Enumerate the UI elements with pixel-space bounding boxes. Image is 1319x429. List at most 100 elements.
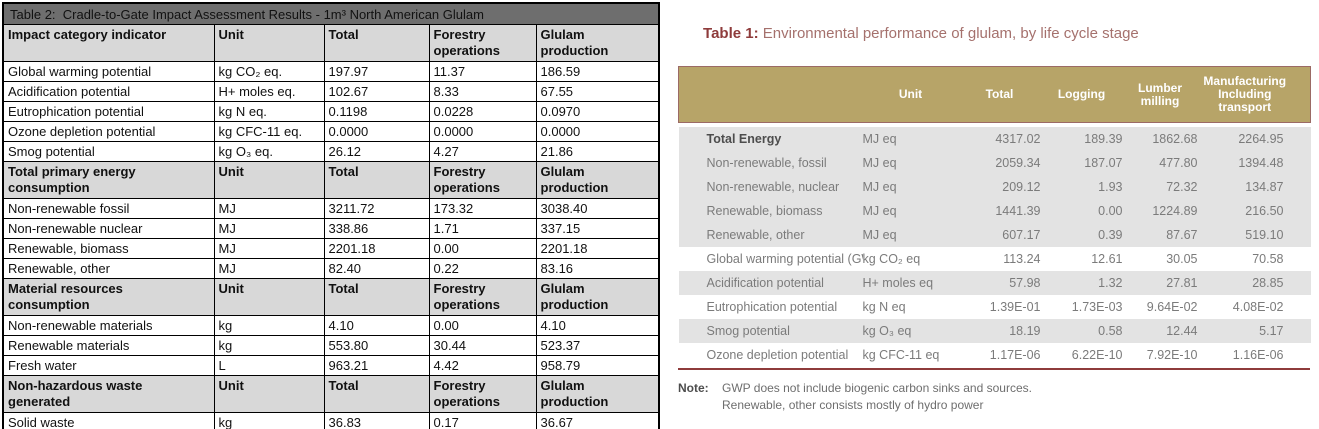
glulam-value-cell: 0.0000 [535,121,660,142]
total-value-cell: 4317.02 [958,127,1041,151]
row-label-cell: Eutrophication potential [2,101,215,122]
table2-title: Table 2: Cradle-to-Gate Impact Assessmen… [2,2,660,25]
logging-value-cell: 12.61 [1091,252,1123,266]
table-row: Non-renewable nuclear MJ 338.86 1.71 337.15 [2,218,660,239]
manufacturing-value-cell: 5.17 [1197,319,1311,343]
lumber-milling-value-cell: 30.05 [1166,252,1198,266]
forestry-value-cell: 1.71 [428,218,537,239]
column-header-cell: Logging [1040,66,1123,123]
unit-cell: MJ eq [862,151,959,175]
total-value-cell: 57.98 [958,271,1041,295]
column-header-cell: Glulam production [535,278,660,316]
total-value-cell: 338.86 [323,218,430,239]
total-value-cell: 0.1198 [323,101,430,122]
table1-title: Table 1: Environmental performance of gl… [678,8,1310,59]
glulam-value-cell: 36.67 [535,412,660,429]
column-header-cell: Forestry operations [428,161,537,199]
unit-cell: MJ [213,238,325,259]
column-header-cell: Forestry operations [428,24,537,62]
total-value-cell: 4.10 [323,315,430,336]
unit-cell: MJ [213,218,325,239]
table-row: Renewable, other MJ eq 607.17 0.39 87.67 519.… [678,223,1311,247]
lumber-milling-value-cell: 27.81 [1122,271,1198,295]
forestry-value-cell: 173.32 [428,198,537,219]
column-header-cell: Unit [213,278,325,316]
table-row: Global warming potential (GWP)kg CO₂ eq 1… [679,247,1311,271]
lumber-milling-value-cell: 477.80 [1122,151,1198,175]
spacer-cell [678,122,1311,127]
glulam-value-cell: 4.10 [535,315,660,336]
note-label: Note: [678,381,709,395]
total-value-cell: 26.12 [323,141,430,162]
row-label-cell: Non-renewable fossil [2,198,215,219]
total-value-cell: 607.17 [958,223,1041,247]
unit-cell: kg CFC-11 eq [862,348,940,362]
row-label-cell: Renewable, other [678,223,863,247]
logging-value-cell: 0.58 [1040,319,1123,343]
unit-cell: MJ eq [862,175,959,199]
total-value-cell: 2059.34 [958,151,1041,175]
glulam-value-cell: 958.79 [535,355,660,376]
forestry-value-cell: 8.33 [428,81,537,102]
table1-note: Note: GWP does not include biogenic carb… [678,380,1310,414]
manufacturing-value-cell: 4.08E-02 [1232,300,1284,314]
unit-cell: MJ eq [862,199,959,223]
glulam-value-cell: 83.16 [535,258,660,279]
unit-cell: kg CFC-11 eq. [213,121,325,142]
total-value-cell: 102.67 [323,81,430,102]
column-header-cell: Glulam production [535,24,660,62]
logging-value-cell: 6.22E-10 [1071,348,1123,362]
total-value-cell: 0.0000 [323,121,430,142]
section-label-cell: Non-hazardous waste generated [2,375,215,413]
row-label-cell: Smog potential [678,319,863,343]
table-row: Renewable, other MJ 82.40 0.22 83.16 [2,258,660,279]
forestry-value-cell: 11.37 [428,61,537,82]
table-row: Solid waste kg 36.83 0.17 36.67 [2,412,660,429]
column-header-cell: Total [323,161,430,199]
table-row: Acidification potential H+ moles eq. 102.6… [2,81,660,102]
table-row: Global warming potential kg CO₂ eq. 197.97… [2,61,660,82]
table-row: Smog potential kg O₃ eq 18.19 0.58 12.44 5.17 [678,319,1311,343]
total-value-cell: 3211.72 [323,198,430,219]
section-header-row: Impact category indicator Unit Total Forest… [2,24,660,62]
column-header-cell: Unit [213,24,325,62]
unit-cell: kg N eq [862,300,906,314]
unit-cell: L [213,355,325,376]
lumber-milling-value-cell: 9.64E-02 [1146,300,1198,314]
lifecycle-table-body: Total Energy MJ eq 4317.02 189.39 1862.68 226… [678,122,1311,368]
table-row: Total Energy MJ eq 4317.02 189.39 1862.68 226… [678,127,1311,151]
total-value-cell: 1.17E-06 [989,348,1041,362]
forestry-value-cell: 0.00 [428,315,537,336]
manufacturing-value-cell: 216.50 [1197,199,1311,223]
column-header-cell: Manufacturing Including transport [1197,66,1311,123]
forestry-value-cell: 0.0000 [428,121,537,142]
row-label-cell: Renewable, biomass [678,199,863,223]
row-label-cell: Ozone depletion potential [706,348,849,362]
total-value-cell: 197.97 [323,61,430,82]
lifecycle-panel: Table 1: Environmental performance of gl… [678,6,1311,414]
forestry-value-cell: 0.0228 [428,101,537,122]
logging-value-cell: 1.32 [1040,271,1123,295]
table-row: Renewable materials kg 553.80 30.44 523.37 [2,335,660,356]
column-header-cell: Unit [862,66,959,123]
column-header-cell: Forestry operations [428,375,537,413]
total-value-cell: 963.21 [323,355,430,376]
manufacturing-value-cell: 519.10 [1197,223,1311,247]
row-label-cell: Renewable, biomass [2,238,215,259]
table-row: Smog potential kg O₃ eq. 26.12 4.27 21.86 [2,141,660,162]
manufacturing-value-cell: 1394.48 [1197,151,1311,175]
table-row: Ozone depletion potential kg CFC-11 eq. 0.… [2,121,660,142]
section-header-row: Non-hazardous waste generated Unit Total Fo… [2,375,660,413]
glulam-value-cell: 186.59 [535,61,660,82]
table1-bottom-rule [678,368,1310,370]
unit-cell: MJ [213,198,325,219]
total-value-cell: 553.80 [323,335,430,356]
column-header-cell: Total [958,66,1041,123]
header-body-spacer [678,122,1311,127]
unit-cell: H+ moles eq. [213,81,325,102]
total-value-cell: 36.83 [323,412,430,429]
unit-cell: kg O₃ eq. [213,141,325,162]
section-label-cell: Material resources consumption [2,278,215,316]
glulam-value-cell: 67.55 [535,81,660,102]
